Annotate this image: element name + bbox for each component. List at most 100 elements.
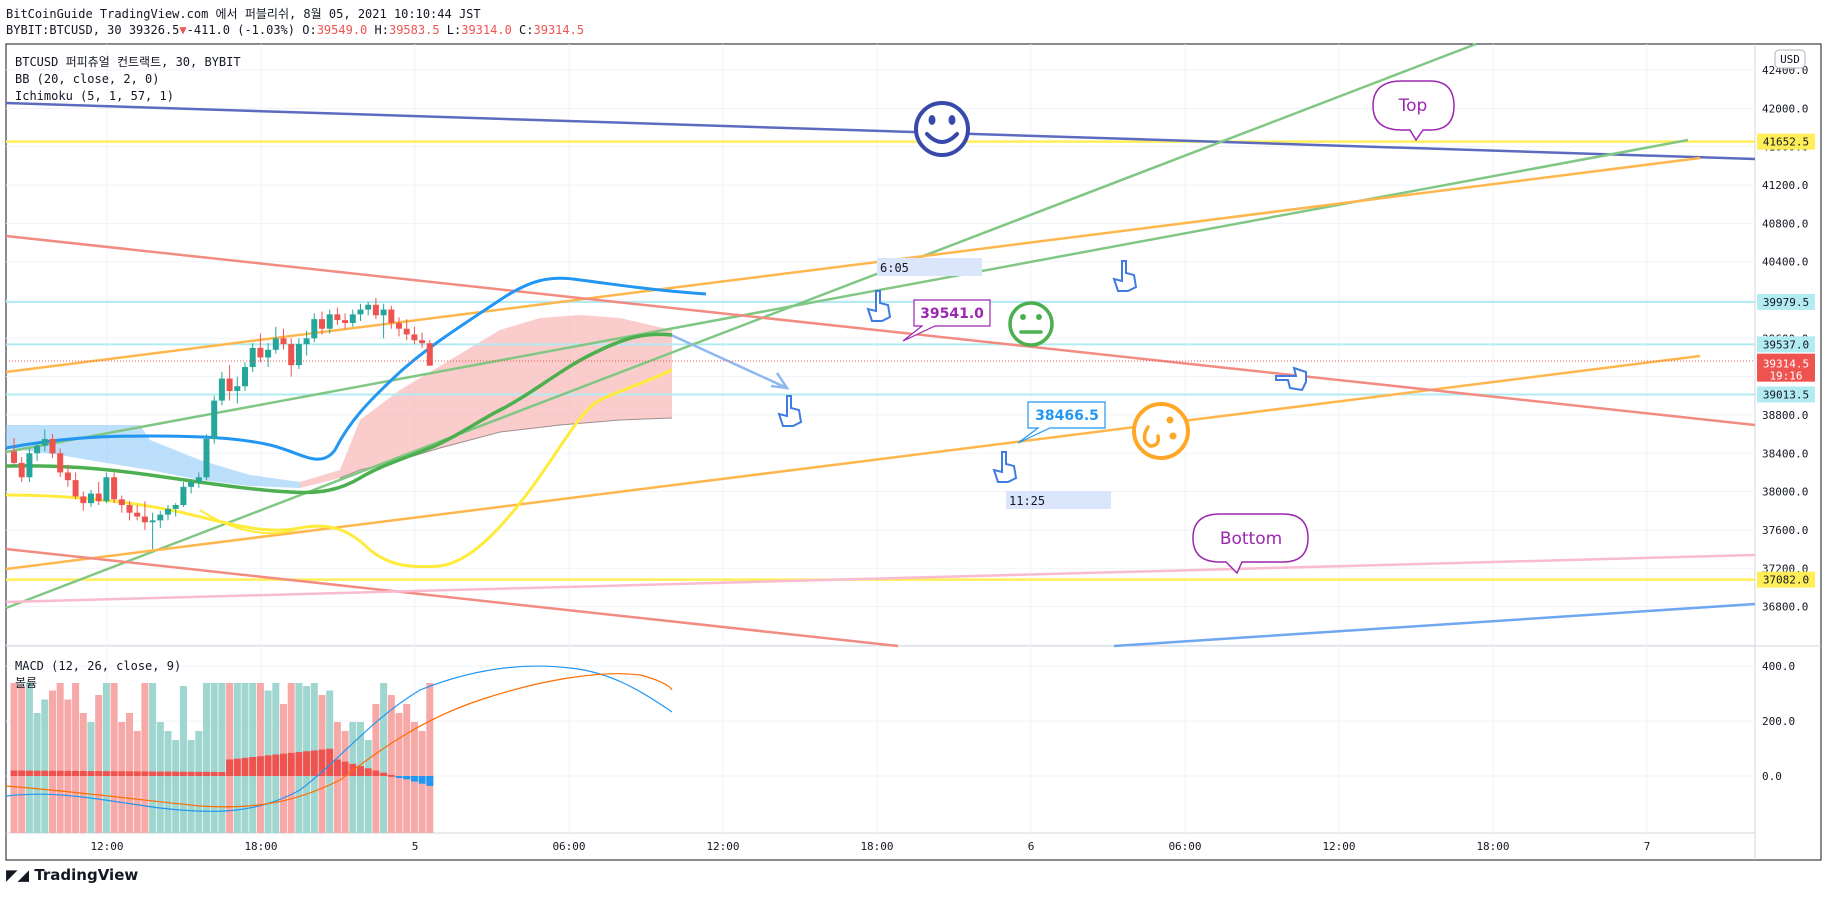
volume-bar [164, 731, 172, 833]
balloon-bottom[interactable] [1192, 513, 1309, 575]
time-axis[interactable]: 12:00 18:00 5 06:00 12:00 18:00 6 06:00 12:00 18:… [90, 840, 1650, 853]
time-box-2[interactable] [1006, 491, 1111, 509]
orange-trendline-upper[interactable] [5, 156, 1701, 374]
time-tick-label: 18:00 [244, 840, 277, 853]
candle-body [72, 480, 79, 497]
volume-bar [10, 683, 18, 833]
neutral-face-icon[interactable] [1008, 301, 1054, 347]
macd-hist-bar [372, 770, 380, 776]
red-trendline-lower[interactable] [5, 547, 899, 648]
candle-body [311, 319, 318, 339]
macd-hist-bar [195, 771, 203, 776]
macd-hist-bar [41, 770, 49, 776]
happy-face-icon[interactable] [914, 101, 970, 157]
green-trendline-upper[interactable] [5, 42, 1477, 610]
macd-tick-label: 200.0 [1762, 715, 1795, 728]
volume-bar [87, 722, 95, 833]
candle-body [157, 514, 164, 521]
candle-body [11, 451, 17, 463]
navy-trendline[interactable] [5, 101, 1756, 161]
trend-lines[interactable] [5, 42, 1756, 648]
macd-hist-bar [233, 758, 241, 776]
candle-body [380, 309, 387, 316]
price-tick-label: 36800.0 [1762, 601, 1808, 614]
macd-hist-bar [210, 771, 218, 776]
pointing-hand-icon[interactable] [866, 290, 892, 322]
price-label: 41652.5 [1763, 136, 1809, 149]
time-tick-label: 6 [1028, 840, 1035, 853]
ichimoku-cloud [6, 315, 673, 488]
volume-bar [364, 740, 372, 833]
macd-hist-bar [226, 759, 234, 776]
macd-line [5, 665, 673, 812]
candle-body [280, 338, 287, 345]
blue-trendline[interactable] [1113, 602, 1756, 648]
candle-body [211, 400, 218, 439]
price-tick-label: 40400.0 [1762, 256, 1808, 269]
candle-body [103, 477, 110, 502]
price-label-box [1757, 336, 1815, 353]
pink-trendline[interactable] [5, 553, 1756, 604]
volume-bar [118, 722, 126, 833]
pointing-hand-icon[interactable] [992, 451, 1018, 483]
currency-button[interactable] [1774, 49, 1806, 69]
price-callout-2[interactable] [1017, 401, 1106, 444]
candle-body [242, 367, 248, 387]
projection-arrow[interactable] [668, 332, 788, 390]
orange-trendline-lower[interactable] [5, 354, 1701, 571]
candle-body [388, 309, 395, 323]
price-label: 39013.5 [1763, 389, 1809, 402]
price-callout-1[interactable] [902, 299, 991, 342]
volume-bar [41, 699, 49, 833]
countdown-label: 19:16 [1769, 370, 1802, 383]
price-tick-label: 40800.0 [1762, 217, 1808, 230]
publish-line: BitCoinGuide TradingView.com 에서 퍼블리쉬, 8월… [6, 7, 481, 21]
price-label: 37082.0 [1763, 574, 1809, 587]
macd-hist-bar [187, 771, 195, 776]
macd-hist-bar [25, 770, 33, 776]
volume-bar [226, 683, 234, 833]
volume-bar [133, 731, 141, 833]
high-value: 39583.5 [388, 23, 440, 37]
macd-hist-bar [303, 751, 311, 776]
candle-body [26, 453, 33, 478]
volume-bar [18, 686, 26, 833]
red-trendline-upper[interactable] [5, 234, 1756, 427]
time-tick-label: 06:00 [552, 840, 585, 853]
candles [11, 298, 433, 550]
time-tick-label: 18:00 [1476, 840, 1509, 853]
candle-body [303, 338, 310, 345]
volume-bar [372, 704, 380, 833]
candle-body [188, 482, 195, 487]
green-trendline-lower[interactable] [5, 138, 1689, 454]
volume-bar [72, 683, 80, 833]
volume-bar [64, 699, 72, 833]
volume-bar [149, 683, 157, 833]
macd-hist-bar [395, 776, 403, 778]
macd-hist-bar [218, 771, 226, 776]
candle-body [195, 477, 202, 483]
candle-body [141, 516, 148, 523]
pointing-hand-icon[interactable] [1112, 260, 1138, 292]
balloon-top[interactable] [1372, 80, 1455, 142]
candle-body [396, 322, 402, 329]
pointing-hand-icon[interactable] [1275, 366, 1307, 392]
pointing-hand-icon[interactable] [777, 395, 803, 427]
volume-bar [218, 683, 226, 833]
candle-body [88, 493, 94, 504]
macd-hist-bar [256, 756, 264, 776]
candle-body [257, 347, 264, 358]
macd-hist-bar [179, 771, 187, 776]
time-box-1[interactable] [877, 258, 982, 276]
candle-body [180, 486, 187, 506]
candle-body [365, 304, 372, 310]
high-label: H: [374, 23, 389, 37]
macd-hist-bar [364, 768, 372, 776]
dizzy-face-icon[interactable] [1132, 402, 1190, 460]
macd-hist-bar [403, 776, 411, 780]
tradingview-logo[interactable]: ◤◢ TradingView [6, 866, 138, 884]
volume-bar [380, 683, 388, 833]
price-tick-label: 38000.0 [1762, 486, 1808, 499]
tv-logo-text: TradingView [34, 866, 139, 884]
